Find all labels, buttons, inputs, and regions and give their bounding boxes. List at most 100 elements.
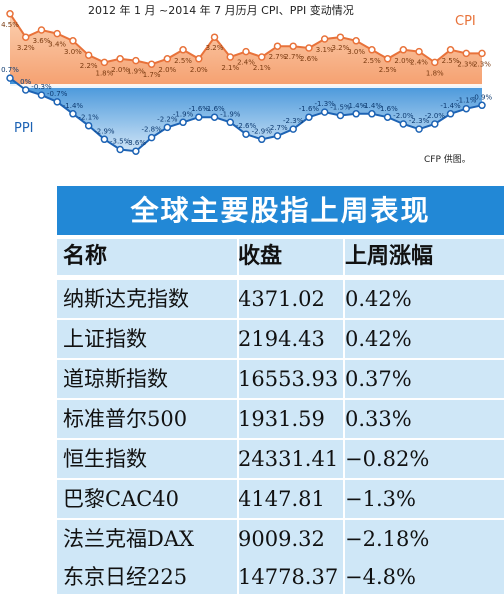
- ppi-data-label: -0.9%: [472, 93, 493, 101]
- cpi-point: [6, 10, 14, 18]
- index-name: 东京日经225: [63, 565, 188, 589]
- cpi-data-label: 2.0%: [190, 66, 208, 74]
- table-row: 恒生指数 24331.41 −0.82%: [57, 440, 504, 478]
- ppi-point: [289, 125, 297, 133]
- table-row: 纳斯达克指数 4371.02 0.42%: [57, 280, 504, 318]
- ppi-point: [415, 125, 423, 133]
- cpi-point: [21, 33, 30, 41]
- cpi-data-label: 3.2%: [17, 44, 35, 52]
- ppi-data-label: -2.8%: [141, 126, 162, 134]
- cpi-data-label: 3.1%: [316, 46, 334, 54]
- cpi-point: [116, 55, 124, 63]
- ppi-point: [84, 121, 93, 130]
- ppi-data-label: 0%: [20, 78, 31, 86]
- cpi-point: [179, 46, 187, 54]
- ppi-point: [116, 145, 124, 154]
- cpi-point: [147, 60, 156, 68]
- index-name: 巴黎CAC40: [63, 487, 180, 511]
- cpi-point: [383, 55, 392, 63]
- cpi-point: [53, 29, 61, 38]
- index-name: 标准普尔500: [63, 407, 188, 431]
- cpi-point: [431, 58, 439, 67]
- change-value: −1.3%: [345, 487, 416, 511]
- ppi-point: [305, 113, 313, 121]
- ppi-data-label: -3.6%: [126, 139, 147, 147]
- cpi-data-label: 3.6%: [33, 37, 51, 45]
- table-row: 法兰克福DAX 9009.32 −2.18%: [57, 520, 504, 558]
- cpi-point: [210, 33, 219, 41]
- close-value: 16553.93: [238, 367, 339, 391]
- chart-title: 2012 年 1 月 ~2014 年 7 月历月 CPI、PPI 变动情况: [88, 4, 354, 17]
- ppi-point: [352, 110, 360, 118]
- change-value: 0.37%: [345, 367, 412, 391]
- chart-canvas: 4.5%3.2%3.6%3.4%3.0%2.2%1.8%2.0%1.9%1.7%…: [0, 10, 504, 155]
- ppi-data-label: 0.7%: [1, 66, 19, 74]
- ppi-point: [462, 104, 471, 113]
- ppi-point: [368, 110, 376, 118]
- ppi-data-label: -1.4%: [63, 102, 84, 110]
- table-row: 道琼斯指数 16553.93 0.37%: [57, 360, 504, 398]
- ppi-data-label: -3.5%: [110, 138, 131, 146]
- change-value: −2.18%: [345, 527, 430, 551]
- ppi-data-label: -2.3%: [283, 117, 304, 125]
- cpi-point: [226, 53, 235, 61]
- cpi-point: [242, 47, 250, 56]
- table-title: 全球主要股指上周表现: [130, 194, 431, 227]
- header-weekly-change: 上周涨幅: [345, 244, 434, 269]
- table-header-row: 名称 收盘 上周涨幅: [57, 239, 504, 275]
- change-value: −0.82%: [345, 447, 430, 471]
- cpi-data-label: 4.5%: [1, 21, 19, 29]
- cpi-point: [273, 42, 282, 50]
- table-row: 上证指数 2194.43 0.42%: [57, 320, 504, 358]
- cpi-data-label: 2.2%: [80, 62, 98, 70]
- photo-credit: CFP 供图。: [424, 155, 471, 165]
- index-name: 纳斯达克指数: [63, 287, 189, 311]
- ppi-point: [195, 113, 203, 121]
- ppi-point: [6, 74, 14, 82]
- cpi-point: [415, 47, 423, 56]
- cpi-point: [163, 55, 172, 63]
- cpi-point: [399, 46, 408, 54]
- ppi-point: [446, 110, 455, 118]
- ppi-data-label: -1.4%: [362, 102, 383, 110]
- ppi-point: [336, 111, 345, 120]
- ppi-point: [257, 135, 266, 144]
- ppi-data-label: -1.4%: [346, 102, 367, 110]
- ppi-point: [69, 110, 77, 118]
- close-value: 9009.32: [238, 527, 325, 551]
- index-name: 法兰克福DAX: [63, 527, 194, 551]
- ppi-data-label: -0.7%: [47, 90, 68, 98]
- index-name: 恒生指数: [63, 447, 147, 471]
- ppi-point: [273, 132, 282, 140]
- cpi-point: [352, 37, 360, 45]
- cpi-data-label: 2.3%: [457, 60, 475, 68]
- cpi-point: [100, 58, 109, 67]
- ppi-point: [100, 135, 109, 144]
- cpi-data-label: 3.4%: [48, 41, 66, 49]
- change-value: 0.33%: [345, 407, 412, 431]
- cpi-data-label: 1.8%: [426, 69, 444, 77]
- ppi-data-label: -2.9%: [94, 127, 115, 135]
- ppi-data-label: -2.6%: [236, 122, 257, 130]
- stock-index-table: 全球主要股指上周表现 名称 收盘 上周涨幅 纳斯达克指数 4371.02 0.4…: [0, 186, 504, 594]
- ppi-data-label: -2.2%: [157, 115, 178, 123]
- ppi-point: [320, 108, 329, 116]
- cpi-point: [320, 35, 329, 43]
- cpi-data-label: 2.0%: [111, 66, 129, 74]
- cpi-data-label: 2.4%: [237, 59, 255, 67]
- ppi-data-label: -1.6%: [189, 105, 210, 113]
- change-value: 0.42%: [345, 287, 412, 311]
- cpi-data-label: 1.9%: [127, 68, 145, 76]
- cpi-ppi-chart: 4.5% 3.2% 3.6% 3.4% 3.0% 2.2% 1.8% 2.0% 1.9% 1.7%…: [0, 0, 504, 186]
- cpi-data-label: 2.5%: [442, 57, 460, 65]
- close-value: 2194.43: [238, 327, 325, 351]
- cpi-data-label: 2.1%: [221, 64, 239, 72]
- change-value: −4.8%: [345, 565, 416, 589]
- ppi-point: [37, 91, 46, 99]
- ppi-point: [478, 101, 486, 110]
- cpi-area: [10, 13, 482, 86]
- table-row: 东京日经225 14778.37 −4.8%: [57, 558, 504, 594]
- ppi-data-label: -2.3%: [409, 117, 430, 125]
- close-value: 1931.59: [238, 407, 325, 431]
- cpi-point: [305, 44, 313, 52]
